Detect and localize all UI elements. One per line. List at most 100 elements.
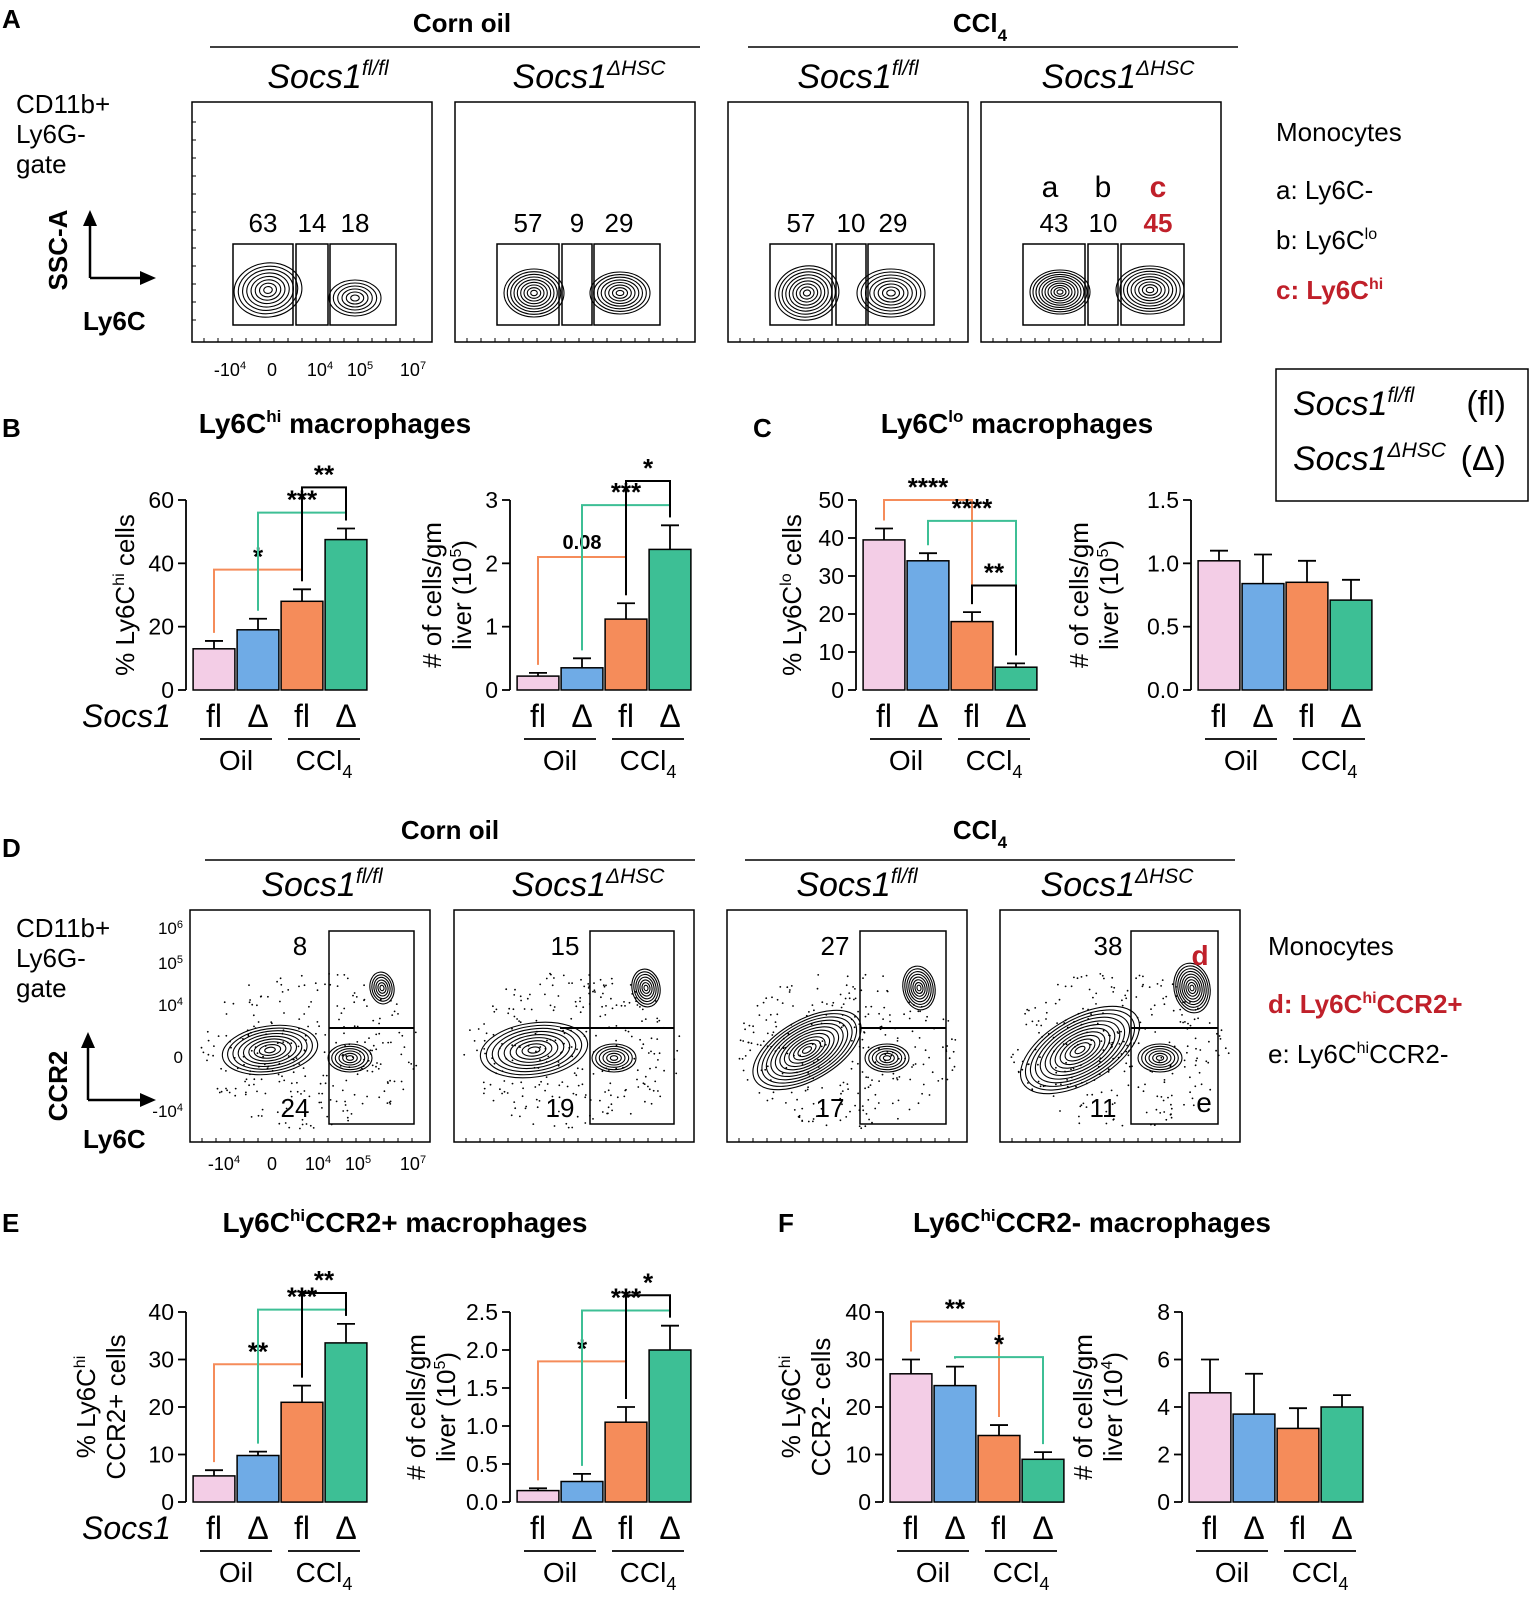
event-dot <box>335 1100 338 1103</box>
bar <box>994 666 1038 691</box>
event-dot <box>600 996 602 999</box>
gate-rect <box>769 243 833 326</box>
event-dot <box>1186 1045 1189 1048</box>
event-dot <box>752 1025 754 1028</box>
bar <box>1320 1406 1364 1503</box>
event-dot <box>738 1057 741 1060</box>
event-dot <box>278 1122 281 1125</box>
event-dot <box>1191 1097 1194 1100</box>
y-tick-label: 2 <box>485 550 498 576</box>
event-dot <box>890 1054 893 1057</box>
event-dot <box>813 1009 815 1012</box>
group-label: Δ <box>247 698 268 734</box>
event-dot <box>641 1020 643 1022</box>
event-dot <box>1142 983 1144 986</box>
error-bar <box>1333 1394 1351 1407</box>
event-dot <box>1112 1118 1115 1120</box>
group-label: Δ <box>247 1510 268 1546</box>
event-dot <box>741 1058 744 1060</box>
event-dot <box>1197 1017 1199 1020</box>
event-dot <box>289 1090 292 1093</box>
event-dot <box>545 977 548 980</box>
group-label: Δ <box>917 698 938 734</box>
panel-letter-c: C <box>753 413 772 443</box>
event-dot <box>908 1108 911 1111</box>
event-dot <box>307 1025 309 1028</box>
genotype-titles: Socs1fl/fl Socs1ΔHSC Socs1fl/fl Socs1ΔHSC <box>267 57 1195 96</box>
group-label: Δ <box>659 698 680 734</box>
event-dot <box>287 989 290 991</box>
bar <box>1329 599 1373 691</box>
event-dot <box>772 1031 775 1034</box>
event-dot <box>1165 1118 1168 1121</box>
event-dot <box>1199 1049 1202 1051</box>
event-dot <box>493 1062 496 1065</box>
gate-rect <box>295 243 329 326</box>
event-dot <box>232 1002 235 1005</box>
y-tick-label: 50 <box>818 487 844 513</box>
event-dot <box>547 1055 550 1058</box>
event-dot <box>764 1068 767 1071</box>
event-dot <box>756 1004 759 1007</box>
event-dot <box>511 1082 514 1085</box>
event-dot <box>658 1019 661 1022</box>
gate-label: CD11b+ Ly6G- gate <box>16 913 110 1003</box>
event-dot <box>364 1041 366 1044</box>
group-label: fl <box>530 698 546 734</box>
event-dot <box>892 1072 895 1075</box>
y-axis-label: CCR2 <box>43 1051 73 1122</box>
event-dot <box>540 1080 542 1083</box>
event-dot <box>1179 1021 1182 1023</box>
event-dot <box>908 1017 911 1020</box>
event-dot <box>366 1005 368 1007</box>
group-label: fl <box>991 1510 1007 1546</box>
flow-x-tick: -104 <box>208 1154 240 1174</box>
bar <box>192 648 236 691</box>
chart-title: Ly6ChiCCR2+ macrophages <box>223 1206 588 1238</box>
event-dot <box>644 1075 647 1078</box>
y-tick-label: 0.5 <box>466 1451 498 1477</box>
event-dot <box>953 1065 956 1068</box>
event-dot <box>909 1010 912 1013</box>
genotype-title: Socs1ΔHSC <box>1042 57 1196 96</box>
event-dot <box>937 1080 940 1082</box>
significance-label: **** <box>908 472 949 502</box>
event-dot <box>758 1092 761 1094</box>
event-dot <box>785 1102 787 1104</box>
event-dot <box>1183 1066 1186 1068</box>
event-dot <box>483 1039 486 1042</box>
event-dot <box>1142 975 1144 978</box>
event-dot <box>1058 998 1061 1001</box>
event-dot <box>320 1101 322 1104</box>
event-dot <box>290 1095 293 1098</box>
error-bar <box>337 527 355 540</box>
event-dot <box>371 1070 374 1073</box>
event-dot <box>1039 1056 1041 1058</box>
event-dot <box>788 991 791 993</box>
event-dot <box>1170 1107 1173 1110</box>
event-dot <box>776 1013 779 1016</box>
y-tick-label: 0 <box>858 1489 871 1515</box>
event-dot <box>584 1094 587 1096</box>
event-dot <box>657 1090 659 1092</box>
event-dot <box>615 1025 618 1027</box>
group-label: fl <box>294 698 310 734</box>
event-dot <box>832 1001 835 1004</box>
event-dot <box>549 972 551 975</box>
y-tick-label: 40 <box>148 550 174 576</box>
event-dot <box>1037 1063 1039 1066</box>
event-dot <box>1144 1083 1146 1086</box>
event-dot <box>520 1081 523 1084</box>
event-dot <box>570 1046 573 1048</box>
significance-bracket: * <box>625 453 671 596</box>
treatment-label: CCl4 <box>1301 745 1358 782</box>
event-dot <box>570 1017 573 1020</box>
y-tick-label: 0 <box>485 677 498 703</box>
event-dot <box>898 1076 901 1078</box>
event-dot <box>1037 1020 1040 1022</box>
event-dot <box>256 1052 259 1055</box>
event-dot <box>592 1073 595 1075</box>
group-label: Δ <box>659 1510 680 1546</box>
event-dot <box>1095 1003 1097 1005</box>
